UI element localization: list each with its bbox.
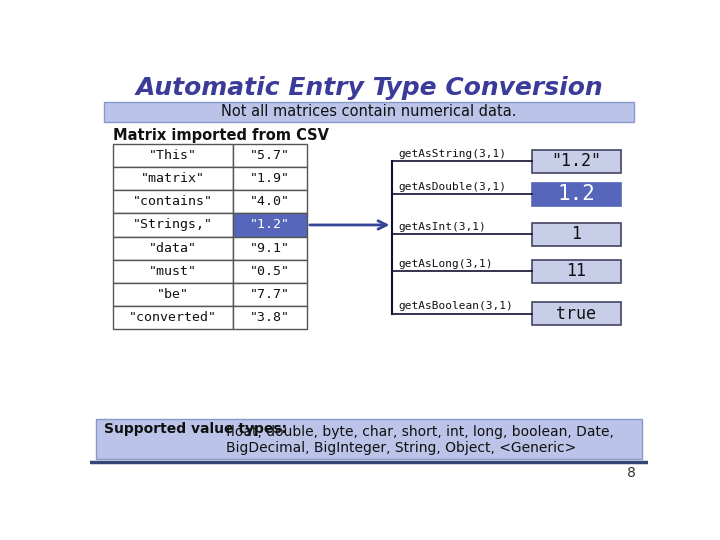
Text: true: true <box>557 305 596 322</box>
Text: getAsDouble(3,1): getAsDouble(3,1) <box>398 182 506 192</box>
Text: getAsInt(3,1): getAsInt(3,1) <box>398 222 486 232</box>
Text: Matrix imported from CSV: Matrix imported from CSV <box>113 128 329 143</box>
Bar <box>113 237 233 260</box>
Text: "9.1": "9.1" <box>250 241 290 254</box>
Text: 8: 8 <box>628 466 636 480</box>
Bar <box>532 302 621 325</box>
Text: "matrix": "matrix" <box>141 172 205 185</box>
Text: 1.2: 1.2 <box>557 184 595 204</box>
Bar <box>113 283 233 306</box>
Text: Automatic Entry Type Conversion: Automatic Entry Type Conversion <box>135 76 603 100</box>
Bar <box>532 222 621 246</box>
Bar <box>113 167 233 190</box>
Bar <box>113 306 233 329</box>
Bar <box>233 237 307 260</box>
Text: "Strings,": "Strings," <box>133 219 213 232</box>
Text: "1.2": "1.2" <box>552 152 601 170</box>
Bar <box>233 190 307 213</box>
Text: "This": "This" <box>149 149 197 162</box>
Text: "be": "be" <box>157 288 189 301</box>
Text: "3.8": "3.8" <box>250 311 290 324</box>
Bar <box>233 283 307 306</box>
Bar <box>532 150 621 173</box>
Text: Not all matrices contain numerical data.: Not all matrices contain numerical data. <box>221 104 517 119</box>
Text: "4.0": "4.0" <box>250 195 290 208</box>
Text: "1.9": "1.9" <box>250 172 290 185</box>
Text: getAsBoolean(3,1): getAsBoolean(3,1) <box>398 301 513 311</box>
Text: BigDecimal, BigInteger, String, Object, <Generic>: BigDecimal, BigInteger, String, Object, … <box>225 441 576 455</box>
Text: "1.2": "1.2" <box>250 219 290 232</box>
Text: "data": "data" <box>149 241 197 254</box>
Bar <box>113 213 233 237</box>
Text: "0.5": "0.5" <box>250 265 290 278</box>
Bar <box>104 102 634 122</box>
Bar <box>233 144 307 167</box>
Bar <box>233 306 307 329</box>
Text: 11: 11 <box>567 262 586 280</box>
Bar <box>113 260 233 283</box>
Bar <box>113 144 233 167</box>
Text: 1: 1 <box>571 225 581 243</box>
Text: getAsString(3,1): getAsString(3,1) <box>398 148 506 159</box>
Text: "5.7": "5.7" <box>250 149 290 162</box>
Text: "must": "must" <box>149 265 197 278</box>
Text: float, double, byte, char, short, int, long, boolean, Date,: float, double, byte, char, short, int, l… <box>225 425 613 439</box>
Text: "contains": "contains" <box>133 195 213 208</box>
Bar <box>233 213 307 237</box>
Bar <box>532 260 621 283</box>
Bar <box>233 260 307 283</box>
Bar <box>96 419 642 459</box>
Text: "converted": "converted" <box>130 311 217 324</box>
Bar <box>233 167 307 190</box>
Bar <box>113 190 233 213</box>
Text: Supported value types:: Supported value types: <box>104 422 287 436</box>
Bar <box>532 183 621 206</box>
Text: "7.7": "7.7" <box>250 288 290 301</box>
Text: getAsLong(3,1): getAsLong(3,1) <box>398 259 493 269</box>
